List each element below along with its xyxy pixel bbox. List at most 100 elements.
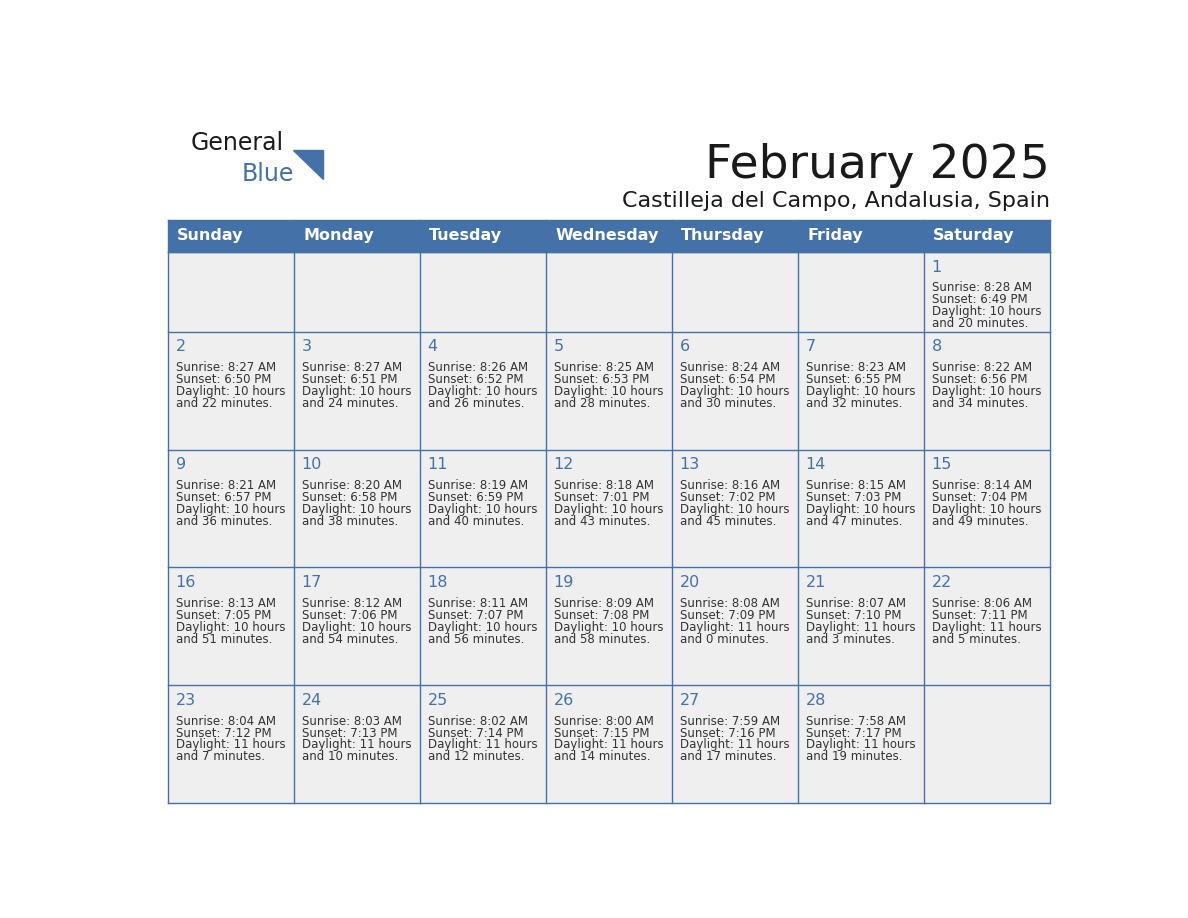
Bar <box>924 567 1050 686</box>
Text: and 7 minutes.: and 7 minutes. <box>176 750 265 764</box>
Bar <box>545 450 672 567</box>
Text: and 28 minutes.: and 28 minutes. <box>554 397 650 409</box>
Bar <box>293 252 419 331</box>
Text: Sunrise: 8:21 AM: Sunrise: 8:21 AM <box>176 479 276 492</box>
Text: and 3 minutes.: and 3 minutes. <box>805 633 895 645</box>
Polygon shape <box>293 151 323 179</box>
Bar <box>924 252 1050 331</box>
Bar <box>924 219 1050 252</box>
Bar <box>545 219 672 252</box>
Text: and 58 minutes.: and 58 minutes. <box>554 633 650 645</box>
Bar <box>545 252 672 331</box>
Text: and 14 minutes.: and 14 minutes. <box>554 750 650 764</box>
Text: Sunset: 6:54 PM: Sunset: 6:54 PM <box>680 373 775 386</box>
Text: Sunset: 6:51 PM: Sunset: 6:51 PM <box>302 373 397 386</box>
Text: 23: 23 <box>176 693 196 708</box>
Bar <box>293 567 419 686</box>
Text: 2: 2 <box>176 340 185 354</box>
Text: Daylight: 10 hours: Daylight: 10 hours <box>176 503 285 516</box>
Text: Sunrise: 8:14 AM: Sunrise: 8:14 AM <box>931 479 1031 492</box>
Text: Daylight: 10 hours: Daylight: 10 hours <box>302 385 411 397</box>
Text: Sunrise: 8:22 AM: Sunrise: 8:22 AM <box>931 361 1031 374</box>
Bar <box>798 252 924 331</box>
Text: 19: 19 <box>554 576 574 590</box>
Text: Blue: Blue <box>241 162 293 186</box>
Text: Sunrise: 8:23 AM: Sunrise: 8:23 AM <box>805 361 905 374</box>
Bar <box>168 331 293 450</box>
Text: Daylight: 11 hours: Daylight: 11 hours <box>931 621 1041 633</box>
Text: Sunrise: 8:12 AM: Sunrise: 8:12 AM <box>302 597 402 610</box>
Text: Sunrise: 8:02 AM: Sunrise: 8:02 AM <box>428 714 527 728</box>
Text: Daylight: 11 hours: Daylight: 11 hours <box>554 738 663 752</box>
Text: Sunrise: 8:15 AM: Sunrise: 8:15 AM <box>805 479 905 492</box>
Text: Castilleja del Campo, Andalusia, Spain: Castilleja del Campo, Andalusia, Spain <box>621 191 1050 211</box>
Text: 25: 25 <box>428 693 448 708</box>
Text: and 5 minutes.: and 5 minutes. <box>931 633 1020 645</box>
Text: 27: 27 <box>680 693 700 708</box>
Bar <box>798 331 924 450</box>
Text: Daylight: 11 hours: Daylight: 11 hours <box>302 738 411 752</box>
Text: Sunset: 7:07 PM: Sunset: 7:07 PM <box>428 609 523 621</box>
Bar <box>798 450 924 567</box>
Bar <box>419 219 545 252</box>
Text: Tuesday: Tuesday <box>429 229 503 243</box>
Bar <box>293 450 419 567</box>
Text: 24: 24 <box>302 693 322 708</box>
Text: Sunrise: 8:08 AM: Sunrise: 8:08 AM <box>680 597 779 610</box>
Text: Sunrise: 8:00 AM: Sunrise: 8:00 AM <box>554 714 653 728</box>
Bar <box>168 567 293 686</box>
Text: Daylight: 10 hours: Daylight: 10 hours <box>931 305 1041 318</box>
Text: Saturday: Saturday <box>933 229 1015 243</box>
Text: Sunset: 7:08 PM: Sunset: 7:08 PM <box>554 609 649 621</box>
Text: Sunrise: 8:20 AM: Sunrise: 8:20 AM <box>302 479 402 492</box>
Bar <box>924 450 1050 567</box>
Text: Daylight: 11 hours: Daylight: 11 hours <box>176 738 285 752</box>
Text: Sunset: 7:14 PM: Sunset: 7:14 PM <box>428 726 523 740</box>
Text: Sunrise: 7:58 AM: Sunrise: 7:58 AM <box>805 714 905 728</box>
Text: Sunrise: 8:06 AM: Sunrise: 8:06 AM <box>931 597 1031 610</box>
Text: Sunrise: 8:11 AM: Sunrise: 8:11 AM <box>428 597 527 610</box>
Bar <box>798 567 924 686</box>
Text: 9: 9 <box>176 457 185 473</box>
Text: Sunset: 6:53 PM: Sunset: 6:53 PM <box>554 373 649 386</box>
Bar <box>293 219 419 252</box>
Text: 1: 1 <box>931 260 942 274</box>
Bar <box>293 331 419 450</box>
Text: Sunset: 7:09 PM: Sunset: 7:09 PM <box>680 609 775 621</box>
Text: 7: 7 <box>805 340 816 354</box>
Text: and 54 minutes.: and 54 minutes. <box>302 633 398 645</box>
Text: 20: 20 <box>680 576 700 590</box>
Text: February 2025: February 2025 <box>704 142 1050 187</box>
Bar <box>545 686 672 803</box>
Text: Sunrise: 8:27 AM: Sunrise: 8:27 AM <box>176 361 276 374</box>
Bar <box>293 686 419 803</box>
Text: and 45 minutes.: and 45 minutes. <box>680 515 776 528</box>
Text: Sunrise: 8:13 AM: Sunrise: 8:13 AM <box>176 597 276 610</box>
Text: Sunrise: 8:24 AM: Sunrise: 8:24 AM <box>680 361 779 374</box>
Text: and 51 minutes.: and 51 minutes. <box>176 633 272 645</box>
Bar <box>419 567 545 686</box>
Text: Sunrise: 8:16 AM: Sunrise: 8:16 AM <box>680 479 779 492</box>
Text: Sunset: 7:13 PM: Sunset: 7:13 PM <box>302 726 397 740</box>
Text: 4: 4 <box>428 340 437 354</box>
Text: Thursday: Thursday <box>681 229 765 243</box>
Text: and 10 minutes.: and 10 minutes. <box>302 750 398 764</box>
Bar <box>545 331 672 450</box>
Bar <box>168 450 293 567</box>
Text: Daylight: 11 hours: Daylight: 11 hours <box>805 621 915 633</box>
Text: Monday: Monday <box>303 229 374 243</box>
Text: General: General <box>191 131 284 155</box>
Text: Daylight: 10 hours: Daylight: 10 hours <box>680 385 789 397</box>
Text: Daylight: 11 hours: Daylight: 11 hours <box>680 738 789 752</box>
Text: and 34 minutes.: and 34 minutes. <box>931 397 1028 409</box>
Text: Sunrise: 7:59 AM: Sunrise: 7:59 AM <box>680 714 779 728</box>
Bar <box>419 331 545 450</box>
Text: 14: 14 <box>805 457 826 473</box>
Bar <box>168 252 293 331</box>
Text: 13: 13 <box>680 457 700 473</box>
Text: Sunday: Sunday <box>177 229 244 243</box>
Text: Daylight: 10 hours: Daylight: 10 hours <box>176 621 285 633</box>
Text: Daylight: 10 hours: Daylight: 10 hours <box>805 385 915 397</box>
Text: Sunset: 7:15 PM: Sunset: 7:15 PM <box>554 726 649 740</box>
Text: 22: 22 <box>931 576 952 590</box>
